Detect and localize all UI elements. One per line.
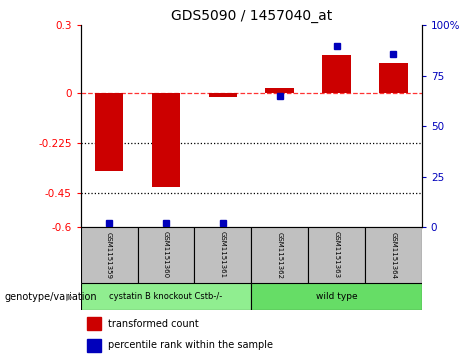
Text: genotype/variation: genotype/variation	[5, 292, 97, 302]
Text: GSM1151364: GSM1151364	[390, 232, 396, 278]
Bar	[95, 93, 124, 171]
Bar	[322, 54, 351, 93]
Bar	[365, 227, 422, 283]
Text: transformed count: transformed count	[108, 319, 199, 329]
Text: GSM1151362: GSM1151362	[277, 232, 283, 278]
Text: cystatin B knockout Cstb-/-: cystatin B knockout Cstb-/-	[109, 292, 223, 301]
Bar	[88, 317, 101, 330]
Title: GDS5090 / 1457040_at: GDS5090 / 1457040_at	[171, 9, 332, 23]
Text: percentile rank within the sample: percentile rank within the sample	[108, 340, 273, 350]
Text: GSM1151363: GSM1151363	[333, 232, 340, 278]
Bar	[81, 283, 251, 310]
Bar	[152, 93, 180, 187]
Bar	[88, 339, 101, 352]
Bar	[195, 227, 251, 283]
Bar	[251, 283, 422, 310]
Bar	[208, 93, 237, 97]
Text: wild type: wild type	[316, 292, 357, 301]
Text: GSM1151361: GSM1151361	[220, 232, 226, 278]
Text: GSM1151360: GSM1151360	[163, 232, 169, 278]
Bar	[266, 88, 294, 93]
Bar	[251, 227, 308, 283]
Text: ▶: ▶	[66, 292, 74, 302]
Bar	[379, 64, 408, 93]
Bar	[137, 227, 195, 283]
Bar	[308, 227, 365, 283]
Bar	[81, 227, 137, 283]
Text: GSM1151359: GSM1151359	[106, 232, 112, 278]
